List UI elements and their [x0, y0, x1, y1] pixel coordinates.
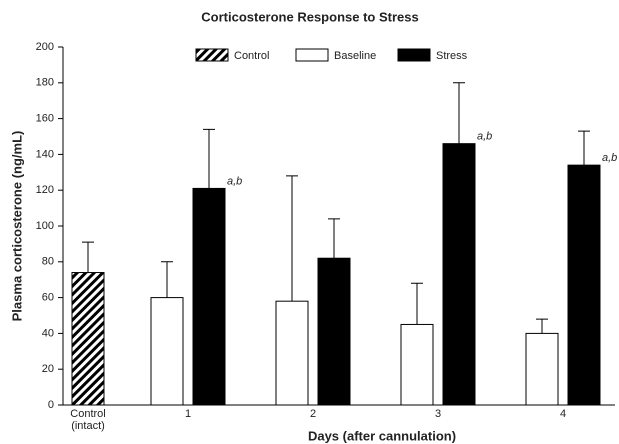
bar	[192, 187, 226, 406]
y-tick-label: 120	[36, 184, 54, 196]
bar	[317, 257, 351, 406]
x-tick-label: 2	[309, 408, 317, 420]
legend-swatch	[397, 48, 431, 62]
x-tick-label: 1	[184, 408, 192, 420]
error-bar	[411, 282, 423, 325]
y-tick-label: 60	[42, 292, 54, 304]
y-tick-label: 80	[42, 256, 54, 268]
y-tick-label: 100	[36, 220, 54, 232]
x-tick-label: 3	[434, 408, 442, 420]
error-bar	[161, 261, 173, 298]
legend-label: Baseline	[334, 50, 376, 62]
x-tick-label: 4	[559, 408, 567, 420]
legend-label: Stress	[436, 50, 468, 62]
legend-swatch	[295, 48, 329, 62]
bar	[150, 297, 184, 406]
bar	[442, 143, 476, 406]
bar	[567, 164, 601, 406]
error-bar	[203, 128, 215, 189]
error-bar	[286, 175, 298, 302]
annotation: a,b	[602, 152, 617, 164]
x-tick-label: Control (intact)	[70, 408, 106, 432]
annotation: a,b	[227, 175, 242, 187]
error-bar	[453, 82, 465, 144]
bar	[525, 332, 559, 406]
error-bar	[536, 318, 548, 334]
y-tick-label: 200	[36, 41, 54, 53]
y-tick-label: 0	[48, 399, 54, 411]
bar	[275, 300, 309, 406]
y-tick-label: 40	[42, 327, 54, 339]
y-tick-label: 20	[42, 363, 54, 375]
bar	[71, 272, 105, 406]
annotation: a,b	[477, 131, 492, 143]
error-bar	[82, 241, 94, 273]
error-bar	[578, 130, 590, 166]
error-bar	[328, 218, 340, 259]
legend-swatch	[195, 48, 229, 62]
legend-label: Control	[234, 50, 269, 62]
y-axis-label: Plasma corticosterone (ng/mL)	[9, 131, 24, 322]
bar	[400, 323, 434, 406]
y-tick-label: 180	[36, 77, 54, 89]
y-tick-label: 140	[36, 148, 54, 160]
x-axis-label: Days (after cannulation)	[308, 428, 456, 443]
y-tick-label: 160	[36, 113, 54, 125]
chart-title: Corticosterone Response to Stress	[201, 9, 418, 24]
